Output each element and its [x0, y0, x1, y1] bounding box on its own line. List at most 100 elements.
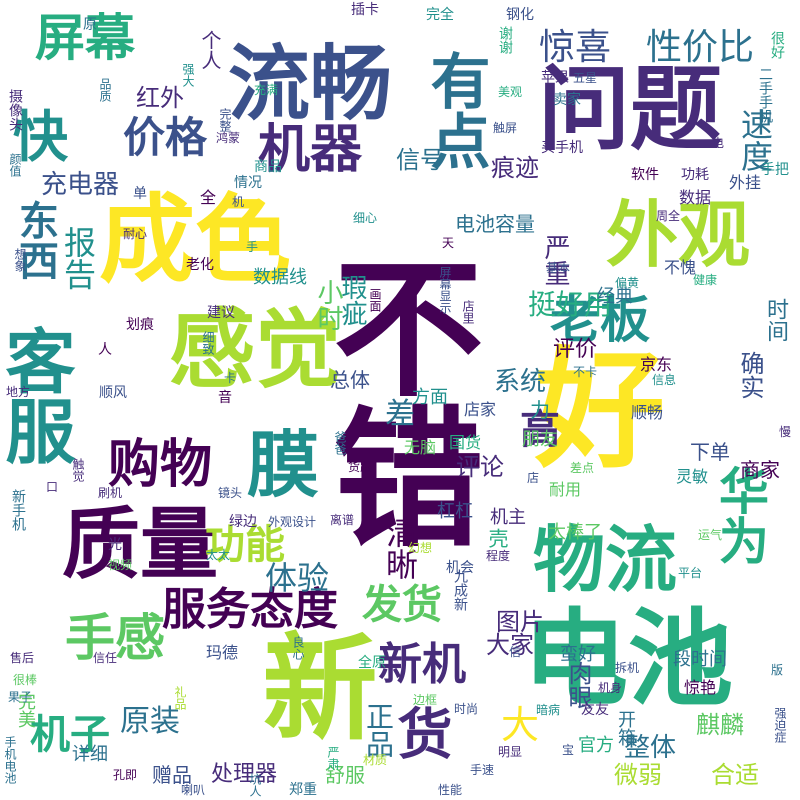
word-17: 有点	[420, 50, 490, 170]
word-153: 孔即	[112, 768, 138, 782]
word-94: 软件	[631, 167, 659, 183]
word-151: 礼品	[173, 686, 187, 710]
word-162: 暗病	[535, 703, 561, 717]
word-117: 全	[199, 188, 217, 207]
word-142: 机会	[446, 560, 474, 576]
word-48: 系统	[493, 367, 547, 397]
word-0: 不错	[308, 250, 482, 550]
word-42: 小时	[313, 279, 343, 331]
word-21: 新机	[378, 639, 466, 690]
word-44: 红外	[136, 84, 184, 112]
word-97: 买手机	[541, 140, 583, 156]
word-60: 大家	[486, 631, 534, 659]
word-47: 痕迹	[491, 154, 539, 182]
word-179: 运气	[697, 528, 723, 542]
word-2: 电池	[522, 598, 734, 721]
word-163: 时尚	[453, 702, 479, 716]
word-114: 商品	[254, 159, 282, 175]
word-132: 镜头	[217, 486, 243, 500]
word-149: 很棒	[12, 673, 38, 687]
word-135: 外观设计	[267, 515, 317, 529]
word-57: 总体	[330, 368, 370, 392]
word-96: 手把	[761, 162, 789, 178]
word-75: 官方	[578, 735, 614, 756]
word-3: 新	[262, 622, 378, 757]
word-145: 玛德	[205, 643, 239, 662]
word-73: 经典	[597, 286, 633, 307]
word-157: 严肃	[326, 746, 340, 770]
word-39: 正品	[362, 702, 395, 758]
word-12: 膜	[246, 423, 320, 507]
word-159: 材质	[362, 753, 388, 767]
word-150: 果子	[7, 690, 33, 704]
word-31: 高	[520, 407, 560, 453]
word-176: 全原	[358, 655, 386, 671]
word-30: 东西	[12, 200, 58, 280]
word-178: 慢	[778, 425, 792, 439]
word-64: 力	[530, 398, 550, 422]
word-169: 强迫症	[773, 707, 787, 743]
word-156: 郑重	[289, 782, 317, 798]
word-90: 京东	[639, 355, 673, 374]
word-189: 版	[770, 663, 784, 677]
word-26: 发货	[362, 582, 442, 628]
word-20: 服务态度	[162, 584, 338, 635]
word-24: 华为	[711, 465, 769, 565]
word-68: 赠品	[152, 763, 192, 787]
word-193: 差点	[569, 461, 595, 475]
word-185: 美观	[497, 85, 523, 99]
word-115: 情况	[234, 175, 262, 191]
word-80: 杠杠	[437, 501, 473, 522]
word-52: 合适	[711, 761, 759, 789]
word-28: 性价比	[645, 27, 755, 68]
word-181: 细心	[352, 211, 378, 225]
word-112: 完整	[218, 108, 232, 132]
word-38: 清晰	[381, 516, 419, 580]
word-120: 老化	[186, 257, 214, 273]
word-34: 原装	[120, 704, 180, 739]
word-55: 确实	[736, 351, 764, 399]
word-168: 宝	[561, 743, 575, 757]
word-102: 钢化	[506, 7, 534, 23]
word-93: 外挂	[728, 173, 762, 192]
word-58: 评价	[552, 337, 598, 362]
word-138: 光	[108, 537, 122, 553]
word-131: 刷机	[97, 486, 123, 500]
word-19: 手感	[65, 609, 165, 667]
word-40: 大	[500, 703, 540, 747]
word-35: 报告	[59, 226, 97, 290]
word-33: 机子	[30, 712, 110, 758]
word-59: 个人	[198, 30, 222, 70]
word-126: 卡	[223, 371, 237, 385]
word-103: 谢谢	[497, 26, 513, 54]
word-69: 完美	[15, 692, 36, 728]
word-128: 顺风	[99, 385, 127, 401]
word-130: 触觉	[71, 458, 85, 482]
word-11: 客服	[0, 325, 76, 465]
word-167: 拆机	[614, 661, 640, 675]
word-190: 不卡	[572, 365, 598, 379]
word-195: 口	[45, 480, 59, 494]
word-23: 老板	[550, 291, 650, 349]
word-144: 程度	[485, 549, 511, 563]
word-158: 性能	[437, 783, 463, 797]
word-50: 图片	[496, 608, 544, 636]
word-127: 音	[218, 390, 232, 406]
word-72: 数据线	[253, 267, 307, 288]
word-110: 摄像头	[7, 89, 23, 131]
word-118: 耐心	[122, 227, 148, 241]
word-191: 手	[245, 240, 259, 254]
word-164: 友友	[581, 702, 609, 718]
word-111: 颜值	[8, 153, 22, 177]
word-155: 坑人	[248, 773, 262, 797]
word-70: 详细	[72, 744, 108, 765]
word-85: 灵敏	[675, 467, 709, 486]
word-49: 评论	[456, 453, 504, 481]
word-89: 无脑	[403, 438, 437, 457]
word-171: 店里	[461, 300, 475, 324]
word-56: 时间	[763, 298, 788, 342]
word-124: 人	[98, 342, 112, 358]
word-188: 机	[231, 195, 245, 209]
word-91: 不愧	[663, 258, 697, 277]
